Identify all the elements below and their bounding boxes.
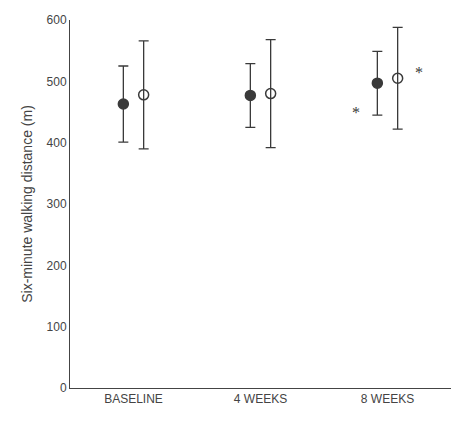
svg-text:100: 100 (47, 320, 67, 334)
svg-text:*: * (352, 104, 360, 121)
svg-text:4 WEEKS: 4 WEEKS (234, 392, 287, 406)
svg-text:200: 200 (47, 259, 67, 273)
svg-text:500: 500 (47, 75, 67, 89)
svg-text:8 WEEKS: 8 WEEKS (361, 392, 414, 406)
svg-text:Six-minute walking distance (m: Six-minute walking distance (m) (19, 105, 35, 303)
svg-text:*: * (415, 64, 423, 81)
svg-text:600: 600 (47, 13, 67, 27)
svg-text:0: 0 (60, 381, 67, 395)
svg-text:BASELINE: BASELINE (104, 392, 163, 406)
svg-text:300: 300 (47, 197, 67, 211)
svg-text:400: 400 (47, 136, 67, 150)
